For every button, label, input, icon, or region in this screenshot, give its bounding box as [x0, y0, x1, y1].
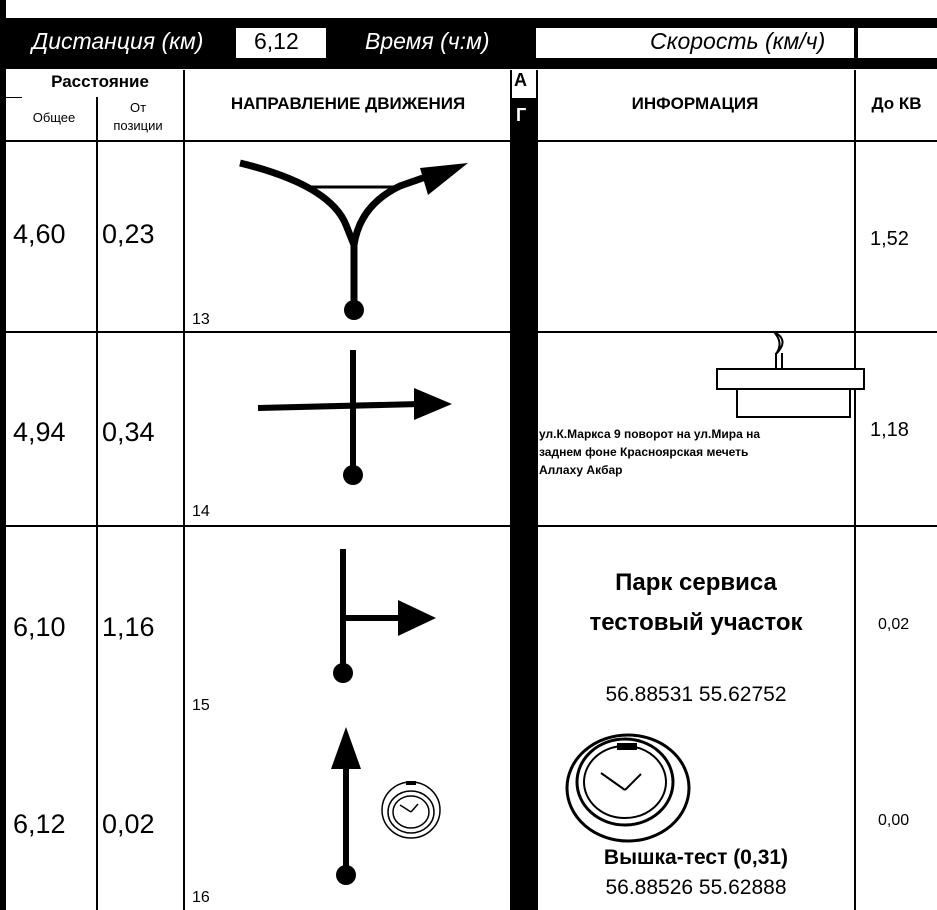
speed-value-box	[858, 28, 937, 58]
row-to-kv: 1,52	[870, 228, 909, 250]
row-info-line: ул.К.Маркса 9 поворот на ул.Мира на	[539, 427, 761, 441]
distance-value-box	[236, 28, 326, 58]
row-total: 6,12	[13, 809, 66, 839]
row-to-kv: 0,02	[878, 616, 910, 633]
distance-value: 6,12	[254, 28, 299, 54]
grid-line	[854, 70, 856, 910]
header-distance: Расстояние	[51, 72, 149, 91]
header-from-position-2: позиции	[113, 118, 163, 133]
grid-line	[510, 70, 512, 910]
row-from: 0,02	[102, 809, 155, 839]
header-info: ИНФОРМАЦИЯ	[631, 94, 759, 113]
row-total: 4,60	[13, 219, 66, 249]
row-from: 0,34	[102, 417, 155, 447]
row-info-coords: 56.88531 55.62752	[605, 683, 787, 706]
distance-label: Дистанция (км)	[32, 28, 204, 54]
grid-line	[0, 331, 937, 333]
header-total: Общее	[32, 110, 76, 125]
time-label: Время (ч:м)	[365, 28, 490, 54]
speed-label: Скорость (км/ч)	[650, 28, 826, 54]
row-info-title: тестовый участок	[589, 609, 803, 636]
row-number: 16	[192, 889, 210, 906]
grid-line	[0, 97, 22, 98]
top-bar-left-edge	[0, 0, 6, 910]
header-direction: НАПРАВЛЕНИЕ ДВИЖЕНИЯ	[230, 94, 466, 113]
header-ag-bottom: Г	[516, 105, 527, 125]
row-number: 15	[192, 697, 210, 714]
row-to-kv: 0,00	[878, 812, 910, 829]
row-info-title: Вышка-тест (0,31)	[603, 846, 789, 869]
header-from-position-1: От	[129, 100, 147, 115]
header-ag-black	[512, 98, 536, 910]
row-info-line: заднем фоне Красноярская мечеть	[539, 445, 749, 459]
row-to-kv: 1,18	[870, 419, 909, 441]
grid-line	[536, 70, 538, 910]
grid-line	[0, 525, 937, 527]
row-info-title: Парк сервиса	[615, 569, 777, 596]
row-total: 6,10	[13, 612, 66, 642]
speed-box	[536, 28, 854, 58]
row-info-line: Аллаху Акбар	[539, 463, 623, 477]
row-number: 14	[192, 503, 210, 520]
row-total: 4,94	[13, 417, 66, 447]
row-from: 1,16	[102, 612, 155, 642]
row-number: 13	[192, 311, 210, 328]
grid-line	[0, 140, 937, 142]
header-to-kv: До КВ	[871, 94, 922, 113]
grid-line	[183, 70, 185, 910]
header-ag-top: А	[514, 70, 527, 90]
grid-line	[96, 97, 98, 910]
row-info-coords: 56.88526 55.62888	[605, 876, 787, 899]
row-from: 0,23	[102, 219, 155, 249]
